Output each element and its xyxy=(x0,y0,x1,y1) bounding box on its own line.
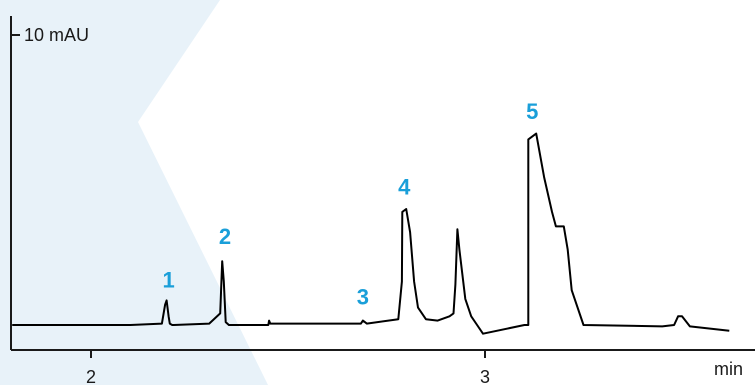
peak-label-2: 2 xyxy=(219,224,231,249)
peak-labels: 1 2 3 4 5 xyxy=(162,99,538,310)
peak-label-4: 4 xyxy=(398,175,411,200)
axes: 10 mAU min xyxy=(10,16,755,379)
chromatogram-trace xyxy=(12,132,730,335)
peak-label-1: 1 xyxy=(162,267,174,292)
peak-label-5: 5 xyxy=(526,99,538,124)
x-tick-label-1: 3 xyxy=(480,367,490,385)
x-tick-label-0: 2 xyxy=(86,367,96,385)
peak-label-3: 3 xyxy=(357,285,369,310)
x-axis-unit-label: min xyxy=(714,359,743,379)
scale-bar-label: 10 mAU xyxy=(24,25,89,45)
background-band xyxy=(0,0,268,385)
